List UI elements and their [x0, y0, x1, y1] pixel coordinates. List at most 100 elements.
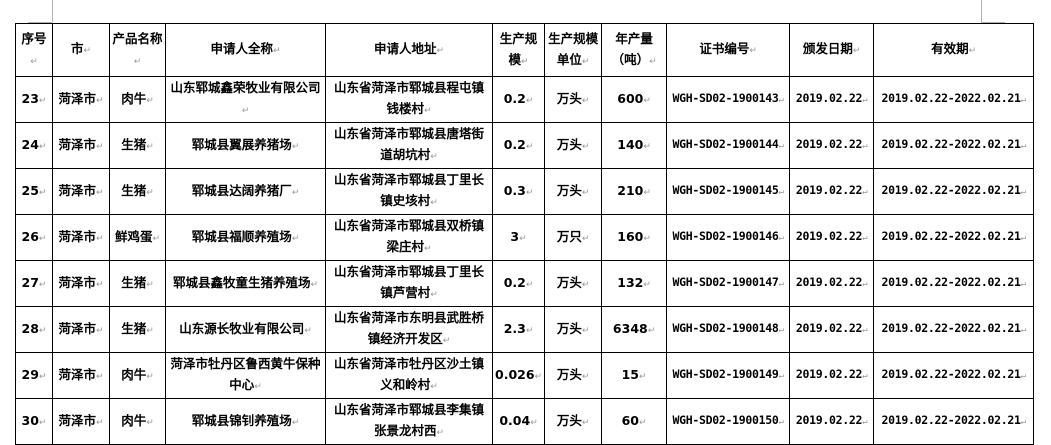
cell-certificate-number: WGH-SD02-1900149	[666, 352, 791, 399]
cell-scale-unit: 万头	[544, 352, 603, 399]
header-annual-output: 年产量（吨）	[601, 23, 668, 77]
cell-applicant-name: 山东源长牧业有限公司	[165, 306, 326, 353]
cell-applicant-address: 山东省菏泽市郓城县双桥镇梁庄村	[325, 214, 493, 261]
cell-certificate-number: WGH-SD02-1900148	[666, 306, 791, 353]
cell-validity: 2019.02.22-2022.02.21	[873, 122, 1035, 169]
cell-certificate-number: WGH-SD02-1900145	[666, 168, 791, 215]
cell-scale: 0.2	[491, 122, 546, 169]
cell-annual-output: 160	[601, 214, 668, 261]
cell-city: 菏泽市	[52, 214, 110, 261]
cell-scale-unit: 万头	[544, 260, 603, 307]
cell-issue-date: 2019.02.22	[789, 122, 875, 169]
cell-scale: 0.3	[491, 168, 546, 215]
header-certificate-number: 证书编号	[666, 23, 791, 77]
cell-city: 菏泽市	[52, 260, 110, 307]
cell-validity: 2019.02.22-2022.02.21	[873, 168, 1035, 215]
cell-applicant-name: 郓城县翼展养猪场	[165, 122, 326, 169]
table-row: 24菏泽市生猪郓城县翼展养猪场山东省菏泽市郓城县唐塔街道胡坑村0.2万头140W…	[15, 122, 1035, 169]
cell-city: 菏泽市	[52, 398, 110, 445]
cell-city: 菏泽市	[52, 122, 110, 169]
cell-product: 生猪	[109, 306, 166, 353]
cell-certificate-number: WGH-SD02-1900143	[666, 76, 791, 123]
cell-validity: 2019.02.22-2022.02.21	[873, 76, 1035, 123]
table-row: 25菏泽市生猪郓城县达阔养猪厂山东省菏泽市郓城县丁里长镇史垓村0.3万头210W…	[15, 168, 1035, 215]
cell-city: 菏泽市	[52, 306, 110, 353]
cell-city: 菏泽市	[52, 168, 110, 215]
cell-annual-output: 60	[601, 398, 668, 445]
cell-annual-output: 210	[601, 168, 668, 215]
cell-seq: 27	[15, 260, 53, 307]
cell-seq: 25	[15, 168, 53, 215]
cell-applicant-name: 郓城县达阔养猪厂	[165, 168, 326, 215]
table-row: 30菏泽市肉牛郓城县锦钊养殖场山东省菏泽市郓城县李集镇张景龙村西0.04万头60…	[15, 398, 1035, 445]
cell-scale-unit: 万只	[544, 214, 603, 261]
cell-applicant-address: 山东省菏泽市郓城县唐塔街道胡坑村	[325, 122, 493, 169]
cell-issue-date: 2019.02.22	[789, 306, 875, 353]
cell-certificate-number: WGH-SD02-1900147	[666, 260, 791, 307]
header-city: 市	[52, 23, 110, 77]
cell-scale: 0.04	[491, 398, 546, 445]
cell-applicant-name: 郓城县福顺养殖场	[165, 214, 326, 261]
cell-applicant-name: 郓城县鑫牧童生猪养殖场	[165, 260, 326, 307]
cell-issue-date: 2019.02.22	[789, 352, 875, 399]
cell-scale: 3	[491, 214, 546, 261]
cell-applicant-address: 山东省菏泽市郓城县李集镇张景龙村西	[325, 398, 493, 445]
header-applicant-name: 申请人全称	[165, 23, 326, 77]
cell-scale: 0.2	[491, 260, 546, 307]
cell-product: 生猪	[109, 260, 166, 307]
cell-scale: 0.026	[491, 352, 546, 399]
cell-seq: 29	[15, 352, 53, 399]
cell-seq: 24	[15, 122, 53, 169]
header-scale-unit: 生产规模单位	[544, 23, 603, 77]
cell-product: 肉牛	[109, 76, 166, 123]
cell-applicant-address: 山东省菏泽市牡丹区沙土镇义和岭村	[325, 352, 493, 399]
table-row: 28菏泽市生猪山东源长牧业有限公司山东省菏泽市东明县武胜桥镇经济开发区2.3万头…	[15, 306, 1035, 353]
margin-mark	[981, 0, 982, 22]
table-row: 27菏泽市生猪郓城县鑫牧童生猪养殖场山东省菏泽市郓城县丁里长镇芦营村0.2万头1…	[15, 260, 1035, 307]
header-seq: 序号	[15, 23, 53, 77]
cell-issue-date: 2019.02.22	[789, 168, 875, 215]
margin-mark	[52, 0, 53, 22]
cell-applicant-name: 菏泽市牡丹区鲁西黄牛保种中心	[165, 352, 326, 399]
header-issue-date: 颁发日期	[789, 23, 875, 77]
cell-scale-unit: 万头	[544, 76, 603, 123]
cell-seq: 30	[15, 398, 53, 445]
cell-seq: 23	[15, 76, 53, 123]
margin-mark	[28, 22, 52, 23]
cell-product: 鲜鸡蛋	[109, 214, 166, 261]
cell-scale-unit: 万头	[544, 122, 603, 169]
table-row: 23菏泽市肉牛山东郓城鑫荣牧业有限公司山东省菏泽市郓城县程屯镇钱楼村0.2万头6…	[15, 76, 1035, 123]
cell-seq: 28	[15, 306, 53, 353]
certificate-table: 序号市产品名称申请人全称申请人地址生产规模生产规模单位年产量（吨）证书编号颁发日…	[15, 23, 1035, 445]
cell-issue-date: 2019.02.22	[789, 214, 875, 261]
cell-scale-unit: 万头	[544, 398, 603, 445]
cell-annual-output: 600	[601, 76, 668, 123]
cell-validity: 2019.02.22-2022.02.21	[873, 260, 1035, 307]
cell-applicant-address: 山东省菏泽市郓城县丁里长镇史垓村	[325, 168, 493, 215]
cell-applicant-address: 山东省菏泽市东明县武胜桥镇经济开发区	[325, 306, 493, 353]
cell-seq: 26	[15, 214, 53, 261]
cell-applicant-address: 山东省菏泽市郓城县丁里长镇芦营村	[325, 260, 493, 307]
cell-product: 生猪	[109, 122, 166, 169]
cell-scale-unit: 万头	[544, 168, 603, 215]
cell-city: 菏泽市	[52, 352, 110, 399]
cell-certificate-number: WGH-SD02-1900144	[666, 122, 791, 169]
table-row: 26菏泽市鲜鸡蛋郓城县福顺养殖场山东省菏泽市郓城县双桥镇梁庄村3万只160WGH…	[15, 214, 1035, 261]
margin-mark	[981, 22, 1005, 23]
cell-validity: 2019.02.22-2022.02.21	[873, 352, 1035, 399]
cell-annual-output: 140	[601, 122, 668, 169]
cell-applicant-name: 山东郓城鑫荣牧业有限公司	[165, 76, 326, 123]
cell-certificate-number: WGH-SD02-1900146	[666, 214, 791, 261]
cell-product: 肉牛	[109, 398, 166, 445]
cell-validity: 2019.02.22-2022.02.21	[873, 214, 1035, 261]
cell-annual-output: 132	[601, 260, 668, 307]
header-applicant-address: 申请人地址	[325, 23, 493, 77]
cell-validity: 2019.02.22-2022.02.21	[873, 306, 1035, 353]
cell-city: 菏泽市	[52, 76, 110, 123]
cell-certificate-number: WGH-SD02-1900150	[666, 398, 791, 445]
header-row: 序号市产品名称申请人全称申请人地址生产规模生产规模单位年产量（吨）证书编号颁发日…	[15, 23, 1035, 77]
header-validity: 有效期	[873, 23, 1035, 77]
cell-issue-date: 2019.02.22	[789, 398, 875, 445]
cell-annual-output: 6348	[601, 306, 668, 353]
cell-product: 肉牛	[109, 352, 166, 399]
